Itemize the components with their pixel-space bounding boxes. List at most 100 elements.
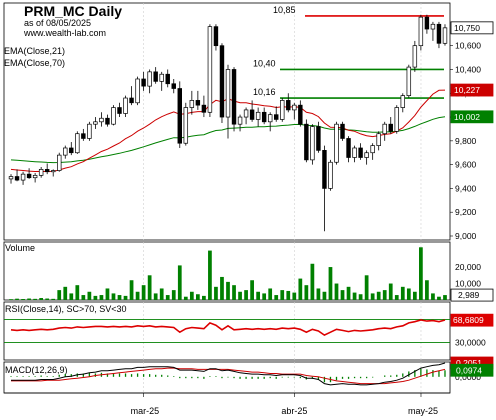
level-label: 10,16	[253, 87, 276, 97]
volume-bar	[388, 283, 393, 300]
volume-bar	[39, 298, 44, 300]
price-tick-label: 9,200	[455, 207, 477, 217]
volume-bar	[262, 293, 267, 300]
candle-body	[189, 100, 195, 108]
candle	[26, 168, 32, 179]
candle	[81, 128, 86, 141]
candle	[219, 43, 225, 123]
candle	[249, 100, 255, 122]
candle	[153, 67, 158, 84]
candle	[436, 21, 442, 49]
candle-body	[394, 107, 399, 132]
candle	[261, 107, 267, 125]
candle	[57, 152, 62, 172]
candle-body	[237, 116, 243, 125]
candle-body	[436, 23, 442, 44]
candle	[135, 76, 140, 106]
candle	[105, 114, 110, 127]
candle-body	[14, 176, 20, 181]
volume-bar	[400, 286, 405, 300]
candle-body	[171, 83, 176, 89]
volume-bar	[226, 281, 230, 300]
candle	[376, 131, 381, 151]
volume-bar	[376, 291, 381, 300]
candle-body	[358, 147, 363, 158]
volume-bar	[286, 290, 291, 300]
candle-body	[430, 23, 436, 30]
candle-body	[159, 73, 164, 82]
candle	[129, 86, 134, 106]
candle-body	[382, 123, 387, 135]
candle-body	[352, 147, 357, 158]
candle-body	[111, 107, 116, 125]
candle-body	[328, 161, 333, 189]
candle-body	[165, 73, 170, 85]
candle	[32, 172, 38, 183]
candle-body	[201, 104, 207, 113]
candle	[20, 171, 26, 185]
x-tick-label: mar-25	[131, 406, 160, 416]
macd-last-label-hist: 0,0974	[456, 365, 482, 375]
candle	[177, 81, 182, 148]
candle-body	[370, 145, 375, 154]
rsi-last-label: 68,6809	[453, 315, 484, 325]
candle	[201, 95, 207, 118]
candle	[255, 107, 261, 127]
volume-bar	[147, 275, 152, 300]
volume-series	[9, 247, 447, 300]
candle-body	[57, 154, 62, 171]
candle	[388, 117, 393, 134]
volume-bar	[274, 295, 279, 300]
candle-body	[44, 169, 50, 173]
candle-body	[99, 117, 104, 123]
candle-body	[316, 126, 321, 151]
candle	[358, 143, 363, 160]
candle	[44, 163, 50, 175]
volume-bar	[45, 298, 50, 300]
candle	[87, 121, 92, 141]
rsi-line	[10, 319, 446, 337]
volume-bar	[171, 290, 176, 300]
candle	[14, 169, 20, 182]
price-tick-label: 9,800	[455, 136, 477, 146]
candle	[370, 143, 375, 160]
candle	[50, 169, 56, 177]
candle	[171, 78, 176, 94]
macd-last-box-hist	[450, 363, 494, 377]
candle-body	[69, 147, 74, 154]
volume-bar	[111, 293, 116, 300]
candle-body	[274, 114, 279, 120]
candle	[292, 102, 297, 120]
candle-body	[50, 170, 56, 173]
candle	[147, 69, 152, 94]
volume-bar	[304, 285, 309, 300]
candle	[237, 114, 243, 132]
volume-bar	[15, 298, 19, 300]
x-tick-label: abr-25	[281, 406, 307, 416]
volume-bar	[280, 290, 285, 300]
pane-frames	[3, 2, 451, 394]
candle	[63, 145, 68, 159]
volume-bar	[316, 288, 321, 300]
volume-bar	[340, 290, 345, 300]
candle-body	[292, 104, 297, 111]
last-value-label-ema21: 10,227	[454, 85, 480, 95]
candle	[304, 119, 309, 163]
volume-bar	[9, 299, 13, 300]
candle-body	[153, 71, 158, 82]
candle	[111, 105, 116, 126]
level-label: 10,40	[253, 58, 276, 68]
candle	[430, 21, 436, 41]
rsi-tick-label: 30,0000	[455, 338, 486, 348]
candle-body	[243, 109, 249, 118]
candle	[274, 106, 279, 122]
candle	[280, 98, 285, 122]
candle-body	[334, 123, 339, 163]
candle	[394, 105, 399, 134]
candle-body	[255, 111, 261, 120]
volume-bar	[208, 250, 212, 300]
volume-bar	[141, 285, 146, 300]
candle	[225, 64, 231, 139]
